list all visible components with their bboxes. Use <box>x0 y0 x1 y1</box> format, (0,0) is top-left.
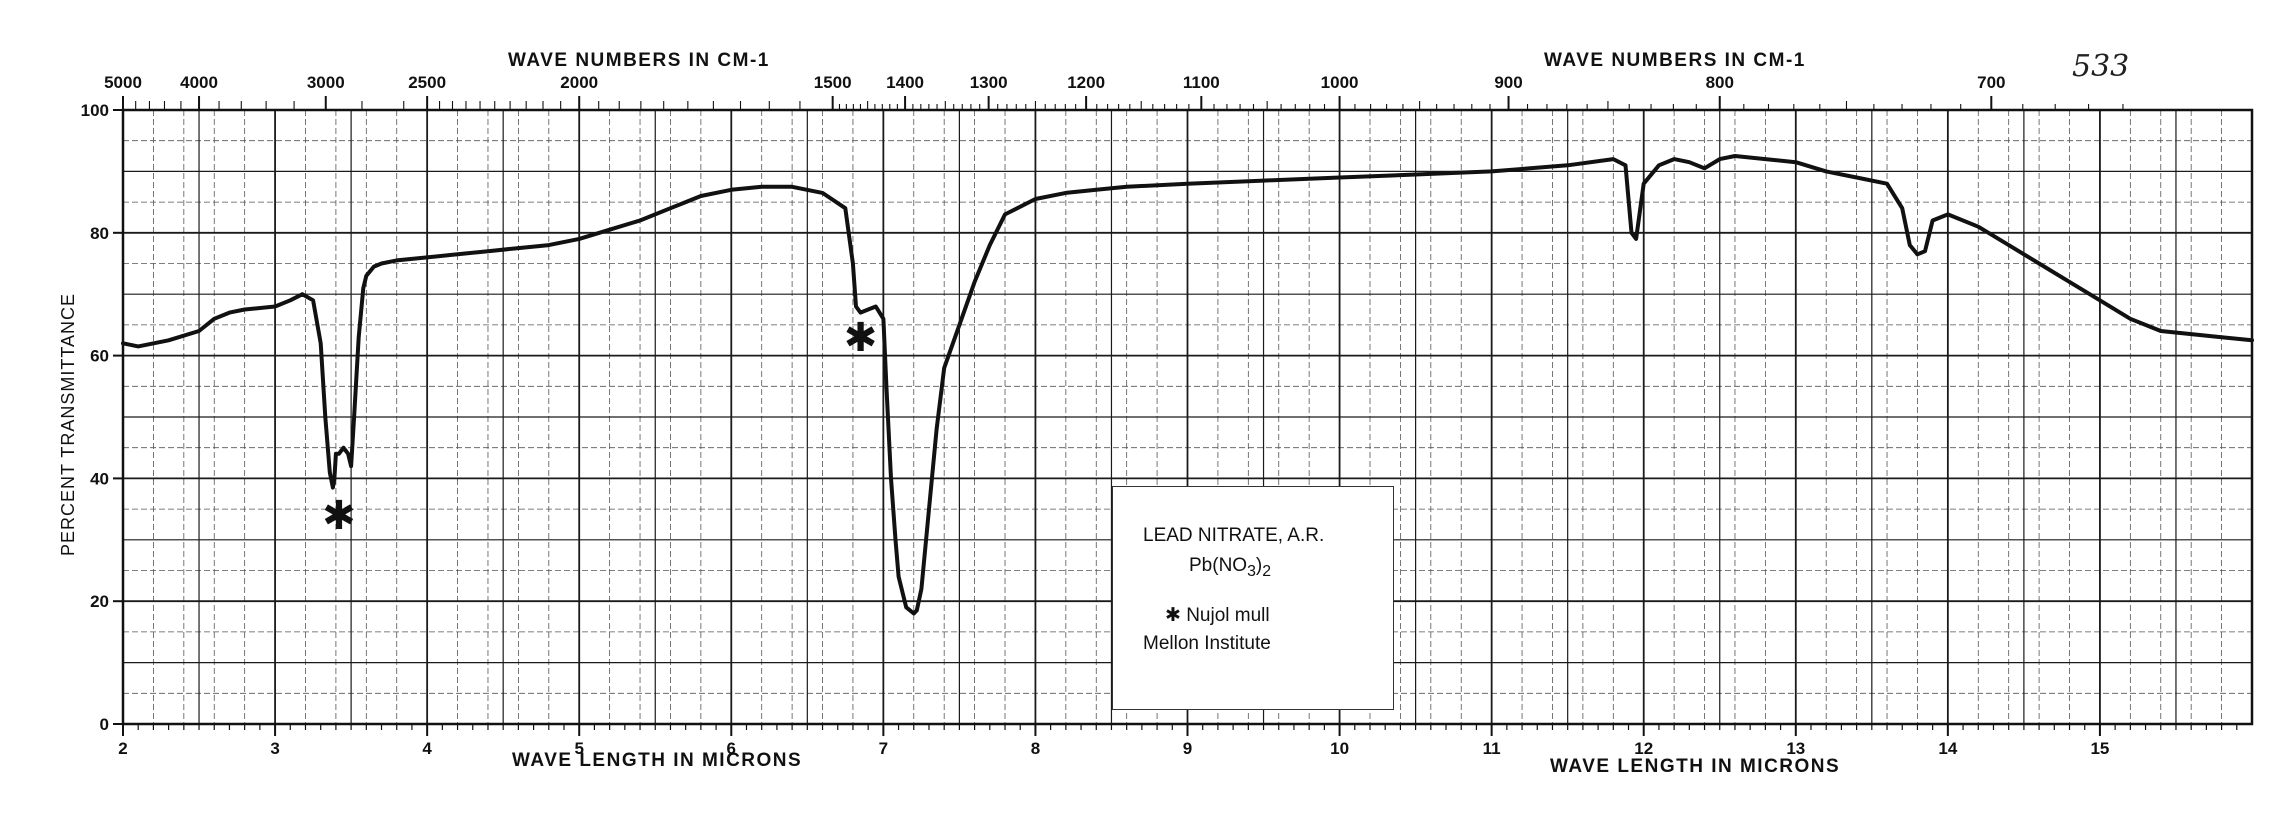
x-axis-title-right: WAVE LENGTH IN MICRONS <box>1550 756 1840 777</box>
x-tick-label: 9 <box>1183 739 1192 758</box>
top-tick-label: 900 <box>1494 73 1522 92</box>
y-axis-title: PERCENT TRANSMITTANCE <box>58 293 78 556</box>
y-tick-label: 100 <box>81 101 109 120</box>
top-axis-ticks: 5000 4000 3000 2500 2000 1500 1400 1300 1200 1100… <box>104 73 2124 110</box>
x-tick-label: 5 <box>574 739 583 758</box>
x-axis-title-left: WAVE LENGTH IN MICRONS <box>512 750 802 771</box>
top-tick-label: 800 <box>1706 73 1734 92</box>
x-tick-label: 3 <box>270 739 279 758</box>
chemical-formula: Pb(NO3)2 <box>1189 555 1272 580</box>
sheet-number: 533 <box>2072 49 2129 84</box>
sample-prep-note: ✱ Nujol mull <box>1165 605 1270 626</box>
x-tick-label: 11 <box>1483 739 1501 758</box>
x-tick-label: 12 <box>1634 739 1653 758</box>
y-tick-label: 0 <box>100 715 109 734</box>
top-tick-label: 2500 <box>408 73 446 92</box>
top-tick-label: 4000 <box>180 73 218 92</box>
y-axis-ticks: 0 20 40 60 80 100 <box>81 101 123 734</box>
annotations: ✱✱ <box>322 315 877 539</box>
nujol-marker: ✱ <box>322 493 356 539</box>
y-tick-label: 20 <box>90 592 109 611</box>
top-axis-title-left: WAVE NUMBERS IN CM-1 <box>508 50 770 71</box>
y-tick-label: 60 <box>90 347 109 366</box>
nujol-marker: ✱ <box>844 315 878 361</box>
top-tick-label: 5000 <box>104 73 142 92</box>
top-tick-label: 700 <box>1977 73 2005 92</box>
top-tick-label: 2000 <box>560 73 598 92</box>
top-tick-label: 1000 <box>1321 73 1359 92</box>
source-institution: Mellon Institute <box>1143 633 1271 654</box>
top-tick-label: 1500 <box>814 73 852 92</box>
compound-name: LEAD NITRATE, A.R. <box>1143 525 1325 546</box>
y-tick-label: 40 <box>90 469 109 488</box>
x-tick-label: 6 <box>727 739 736 758</box>
top-tick-label: 3000 <box>307 73 345 92</box>
x-tick-label: 14 <box>1938 739 1957 758</box>
top-tick-label: 1400 <box>886 73 924 92</box>
top-tick-label: 1300 <box>970 73 1008 92</box>
top-tick-label: 1100 <box>1183 73 1220 92</box>
x-tick-label: 15 <box>2090 739 2109 758</box>
bottom-axis-ticks: 2 3 4 5 6 7 8 9 10 11 12 13 14 15 <box>118 724 2238 758</box>
transmittance-curve <box>121 154 2254 616</box>
sample-label-box: LEAD NITRATE, A.R. Pb(NO3)2 ✱ Nujol mull… <box>1112 486 1394 710</box>
top-tick-label: 1200 <box>1067 73 1105 92</box>
x-tick-label: 10 <box>1330 739 1349 758</box>
x-tick-label: 2 <box>118 739 127 758</box>
top-axis-title-right: WAVE NUMBERS IN CM-1 <box>1544 50 1806 71</box>
x-tick-label: 13 <box>1786 739 1805 758</box>
y-tick-label: 80 <box>90 224 109 243</box>
x-tick-label: 8 <box>1031 739 1040 758</box>
x-tick-label: 4 <box>422 739 432 758</box>
x-tick-label: 7 <box>879 739 888 758</box>
